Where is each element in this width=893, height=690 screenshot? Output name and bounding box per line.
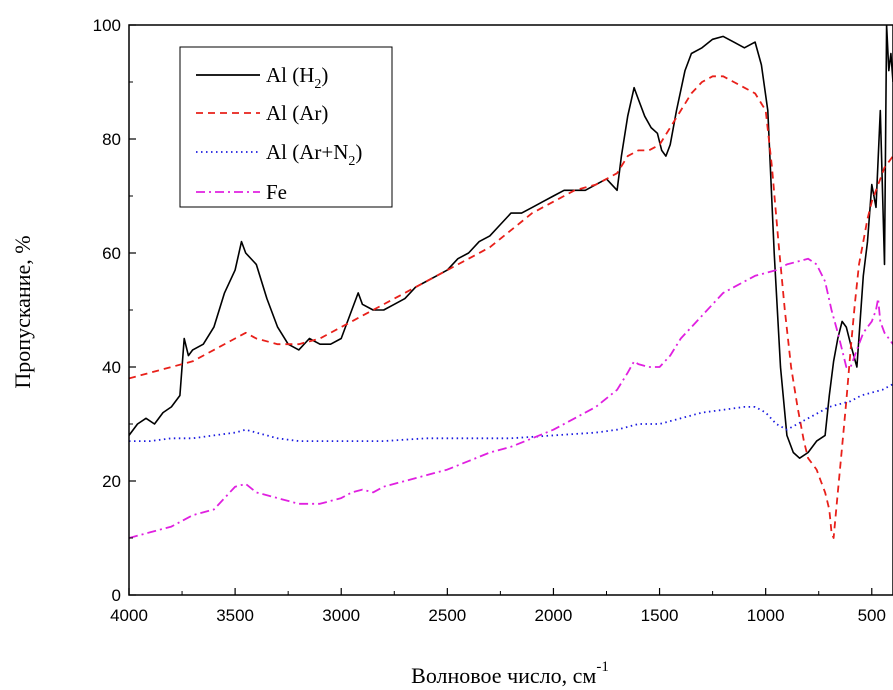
y-tick-label-3: 60 (102, 244, 121, 263)
x-axis-label-text: Волновое число, см (411, 663, 596, 688)
series-line-0 (129, 25, 893, 459)
y-tick-label-5: 100 (93, 16, 121, 35)
x-axis-label-exponent: -1 (596, 659, 609, 675)
axis-ticks: 4000 3500 3000 2500 2000 1500 1000 500 0 20 40 60 80… (93, 16, 886, 625)
legend-box (179, 46, 393, 208)
x-tick-label-5: 1500 (641, 606, 679, 625)
x-tick-label-1: 3500 (216, 606, 254, 625)
x-tick-label-0: 4000 (110, 606, 148, 625)
legend-label-3: Fe (266, 180, 287, 204)
y-tick-label-1: 20 (102, 472, 121, 491)
legend-entry-0: Al (H2) (196, 63, 328, 92)
y-axis-label: Пропускание, % (10, 235, 35, 388)
legend-entry-3: Fe (196, 180, 287, 204)
series-line-3 (129, 257, 893, 539)
y-tick-label-0: 0 (112, 586, 121, 605)
legend-label-0: Al (H2) (266, 63, 328, 92)
legend-label-2: Al (Ar+N2) (266, 140, 362, 169)
legend: Al (H2) Al (Ar) Al (Ar+N2) Fe (179, 46, 393, 208)
x-tick-label-2: 3000 (322, 606, 360, 625)
legend-entry-2: Al (Ar+N2) (196, 140, 362, 169)
y-tick-label-4: 80 (102, 130, 121, 149)
x-tick-label-4: 2000 (535, 606, 573, 625)
series-line-2 (129, 383, 893, 442)
x-tick-label-3: 2500 (428, 606, 466, 625)
x-axis-label: Волновое число, см-1 (411, 659, 609, 688)
x-tick-label-6: 1000 (747, 606, 785, 625)
y-tick-label-2: 40 (102, 358, 121, 377)
x-tick-label-7: 500 (858, 606, 886, 625)
series-layer (129, 25, 893, 539)
series-line-1 (129, 75, 893, 539)
legend-label-1: Al (Ar) (266, 101, 328, 125)
legend-entry-1: Al (Ar) (196, 101, 328, 125)
